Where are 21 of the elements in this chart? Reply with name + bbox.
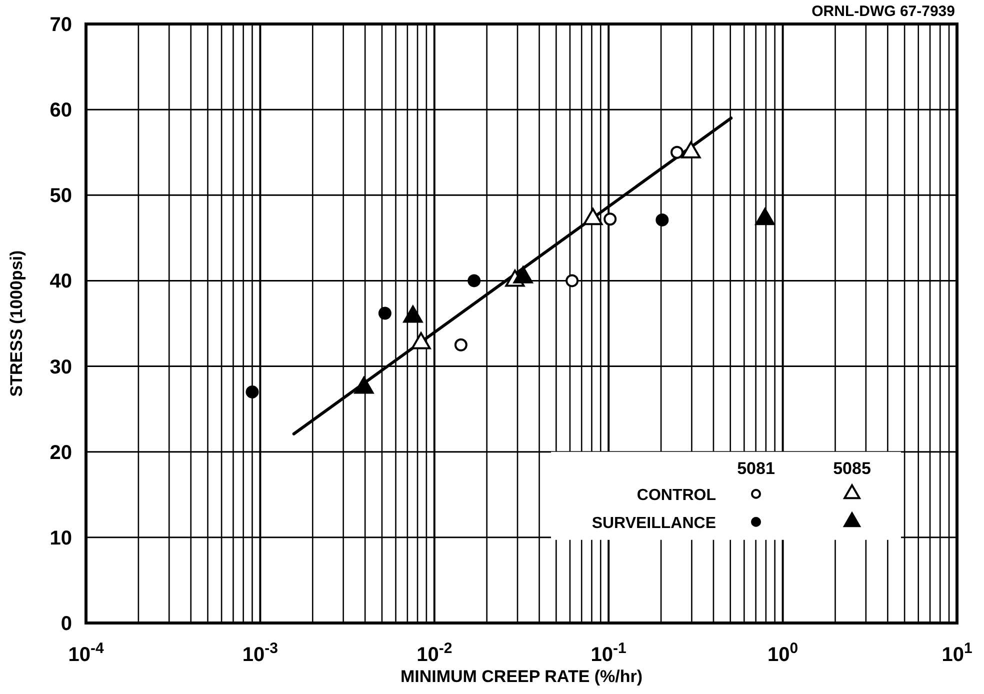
y-tick-label: 20	[50, 442, 72, 464]
y-tick-label: 50	[50, 185, 72, 208]
y-tick-label: 30	[50, 356, 72, 378]
legend-label: CONTROL	[636, 486, 716, 504]
x-axis-title: MINIMUM CREEP RATE (%/hr)	[400, 667, 643, 686]
x-tick-label: 10$^{0}$	[768, 640, 798, 666]
annotation: 5085	[833, 458, 871, 478]
x-tick-label: 10$^{-1}$	[590, 640, 626, 666]
annotation: 5081	[737, 458, 775, 478]
x-tick-label: 10$^{-4}$	[68, 640, 104, 666]
y-axis-title: STRESS (1000psi)	[7, 250, 26, 397]
text: ORNL-DWG 67-7939	[812, 3, 955, 20]
y-tick-label: 40	[50, 270, 72, 293]
x-tick-label: 10$^{1}$	[942, 640, 972, 666]
y-tick-label: 0	[60, 613, 72, 635]
y-tick-label: 70	[50, 14, 72, 36]
x-tick-label: 10$^{-2}$	[416, 640, 452, 666]
y-tick-label: 60	[50, 100, 72, 122]
x-tick-label: 10$^{-3}$	[242, 640, 278, 666]
y-tick-label: 10	[50, 527, 72, 550]
legend-label: SURVEILLANCE	[592, 514, 716, 532]
